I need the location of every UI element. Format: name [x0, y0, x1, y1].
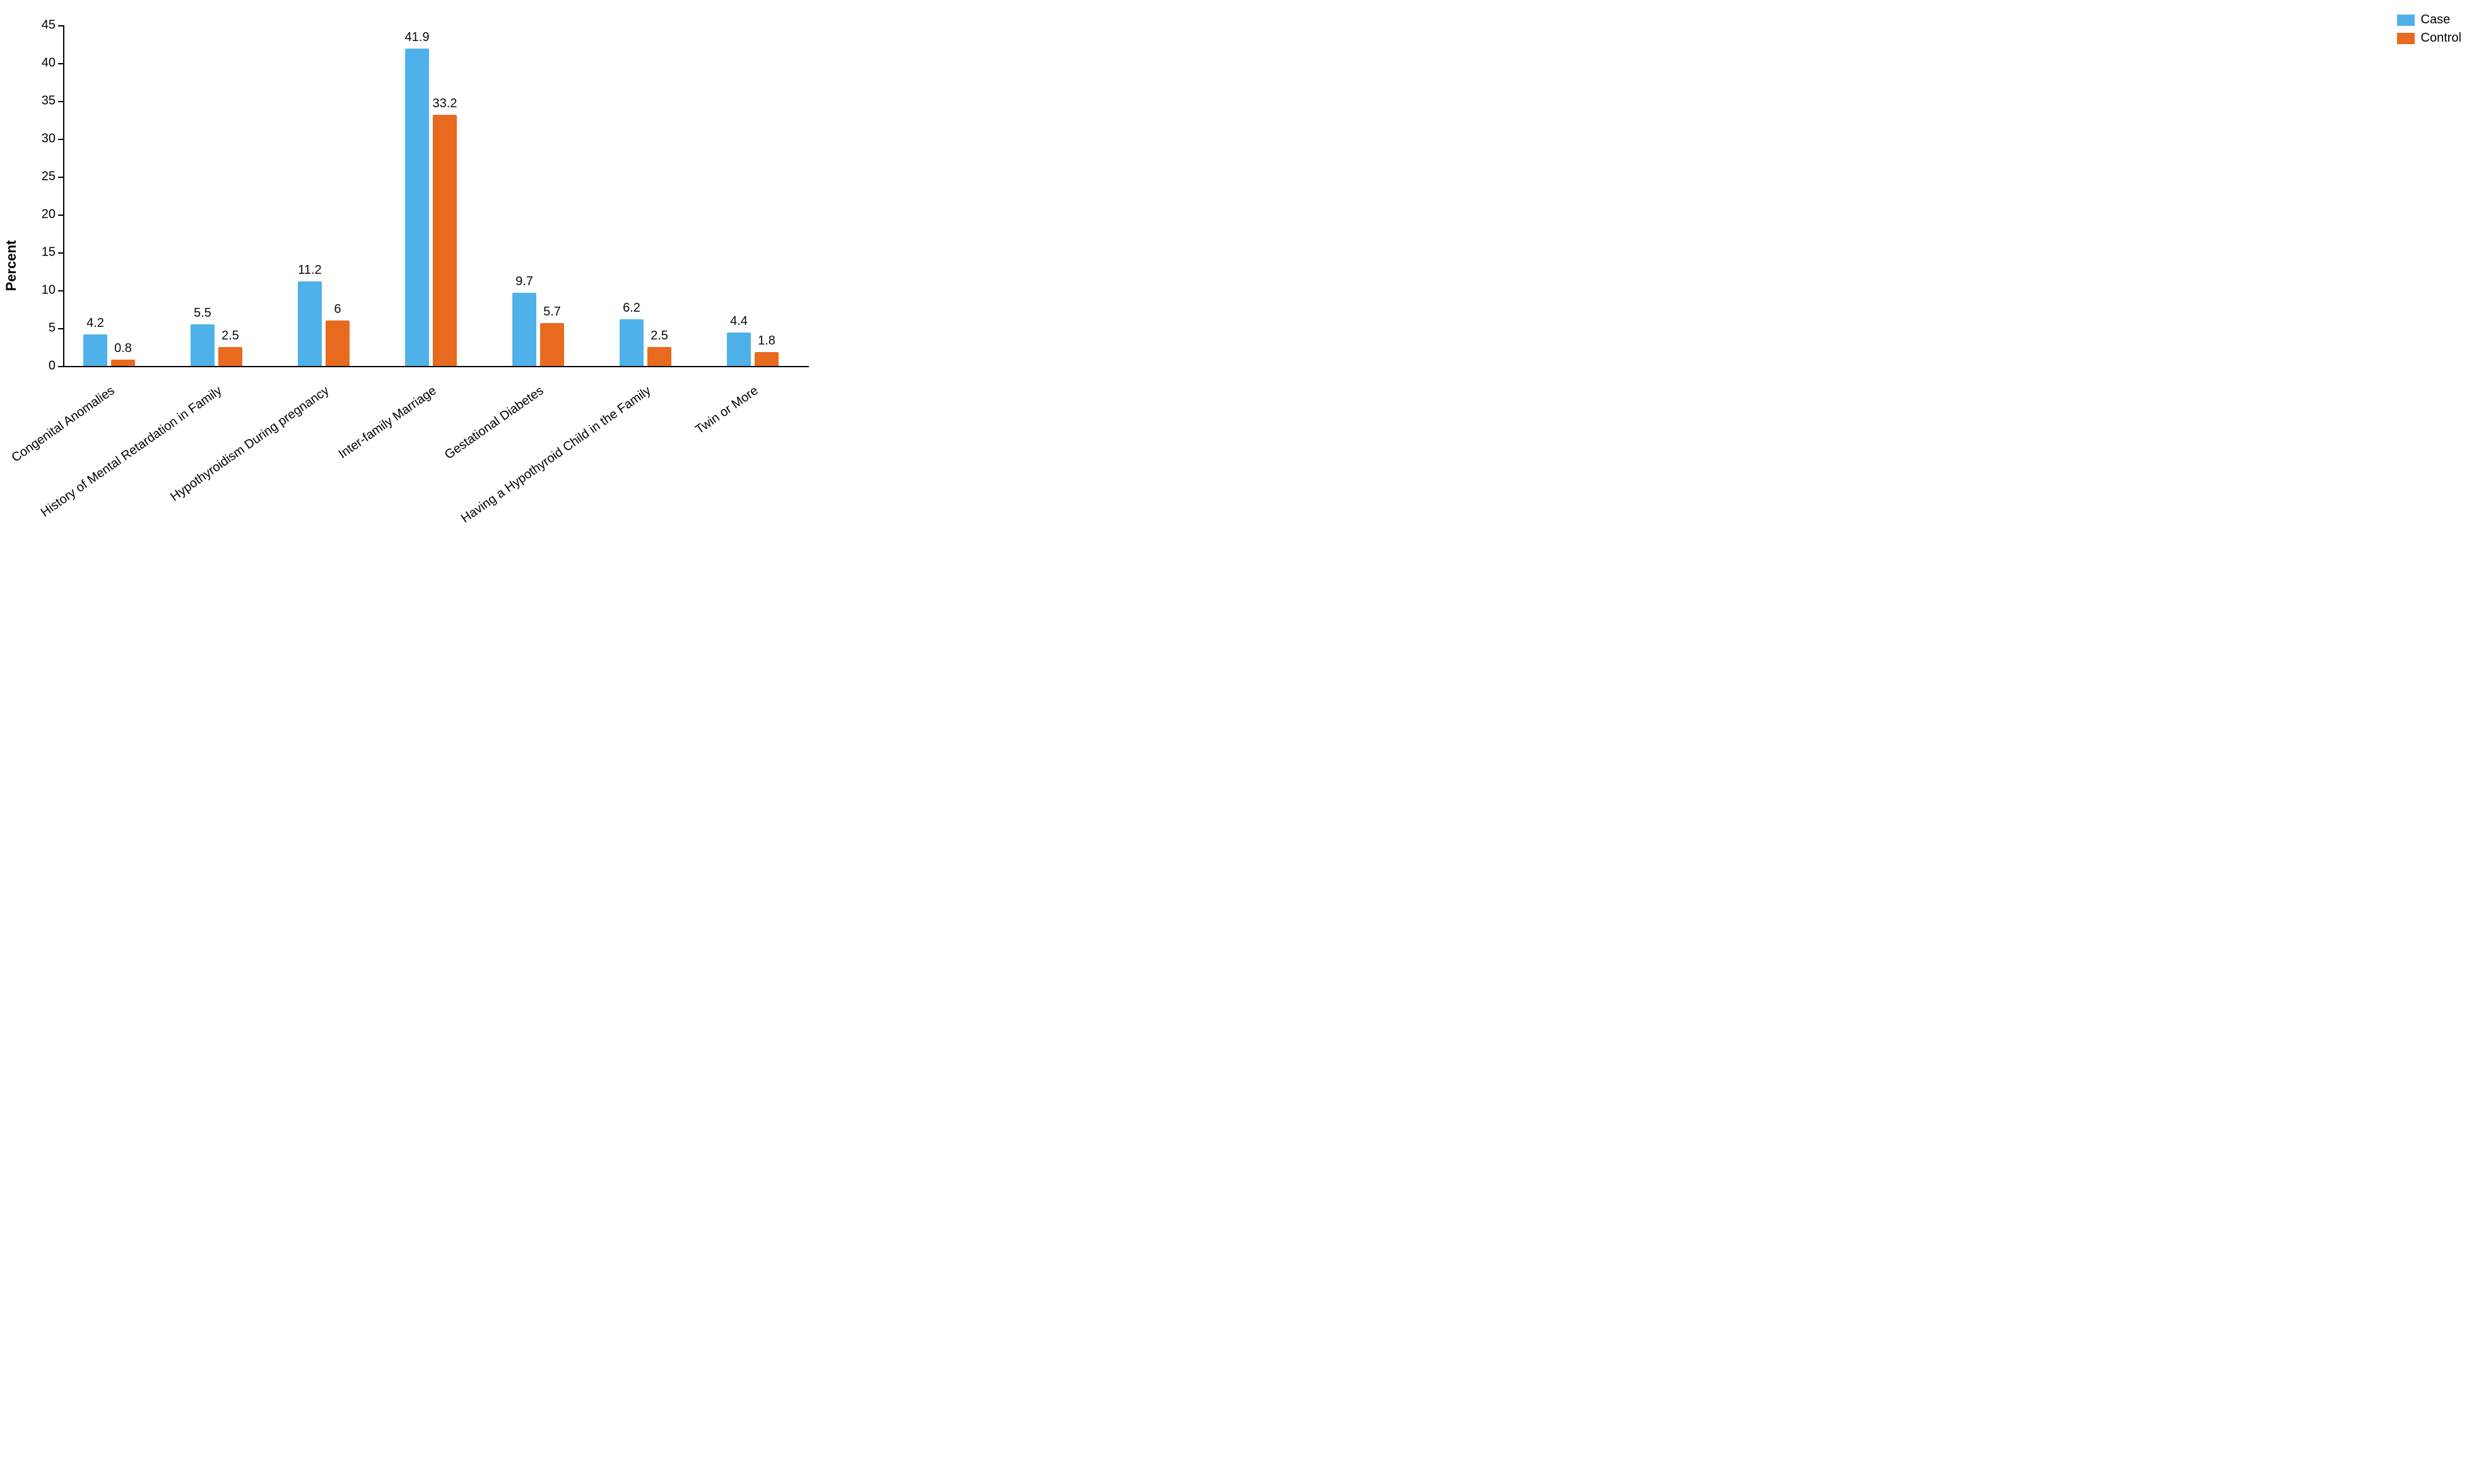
bar: 6	[326, 321, 350, 366]
bar: 4.4	[727, 333, 751, 366]
bar-value-label: 11.2	[298, 263, 321, 278]
bar-value-label: 4.2	[86, 316, 104, 331]
bar: 5.7	[540, 323, 564, 366]
y-tick-label: 20	[42, 208, 64, 222]
bar: 33.2	[433, 115, 457, 366]
bar-group: 4.20.8Congenital Anomalies	[83, 334, 135, 366]
y-tick-label: 45	[42, 18, 64, 33]
y-tick-label: 15	[42, 245, 64, 260]
y-tick-label: 35	[42, 94, 64, 109]
bar-value-label: 2.5	[651, 329, 668, 343]
bar: 9.7	[512, 293, 536, 366]
bar: 0.8	[111, 360, 135, 366]
bar-group: 6.22.5Having a Hypothyroid Child in the …	[620, 319, 671, 366]
legend-item-control: Control	[2397, 31, 2461, 45]
bar: 4.2	[83, 334, 107, 366]
y-tick-label: 0	[49, 359, 64, 374]
plot-area: 0510152025303540454.20.8Congenital Anoma…	[63, 25, 809, 367]
bar-value-label: 1.8	[758, 334, 775, 348]
bar-value-label: 5.7	[543, 305, 561, 319]
y-tick-label: 40	[42, 56, 64, 71]
bar-value-label: 2.5	[221, 329, 239, 343]
y-axis-label: Percent	[3, 240, 20, 292]
legend-swatch-case	[2397, 15, 2415, 26]
bar: 41.9	[405, 49, 429, 366]
x-tick-label: Twin or More	[753, 342, 821, 396]
bar-value-label: 41.9	[405, 30, 430, 45]
bar-value-label: 5.5	[194, 306, 211, 321]
bar-value-label: 9.7	[515, 274, 533, 289]
legend-label-case: Case	[2421, 13, 2451, 27]
bar-group: 4.41.8Twin or More	[727, 333, 779, 366]
legend-label-control: Control	[2421, 31, 2461, 45]
bar-group: 5.52.5History of Mental Retardation in F…	[191, 324, 242, 366]
bar-value-label: 6.2	[623, 301, 640, 315]
legend: Case Control	[2397, 13, 2461, 49]
bar: 11.2	[298, 281, 322, 366]
bar: 1.8	[755, 352, 779, 366]
bar: 2.5	[647, 347, 671, 366]
y-tick-label: 30	[42, 132, 64, 146]
bar-value-label: 4.4	[730, 314, 748, 329]
bar-group: 11.26Hypothyroidism During pregnancy	[298, 281, 350, 366]
bar-value-label: 0.8	[114, 341, 132, 356]
bar: 5.5	[191, 324, 215, 366]
bar-value-label: 33.2	[433, 97, 457, 111]
bar: 2.5	[218, 347, 242, 366]
legend-swatch-control	[2397, 33, 2415, 44]
y-tick-label: 5	[49, 321, 64, 336]
bar-value-label: 6	[334, 302, 341, 317]
y-tick-label: 10	[42, 283, 64, 298]
y-tick-label: 25	[42, 170, 64, 184]
legend-item-case: Case	[2397, 13, 2461, 27]
bar-group: 9.75.7Gestational Diabetes	[512, 293, 564, 366]
bar: 6.2	[620, 319, 644, 366]
chart-container: Percent 0510152025303540454.20.8Congenit…	[0, 0, 2474, 531]
bar-group: 41.933.2Inter-family Marriage	[405, 49, 457, 366]
